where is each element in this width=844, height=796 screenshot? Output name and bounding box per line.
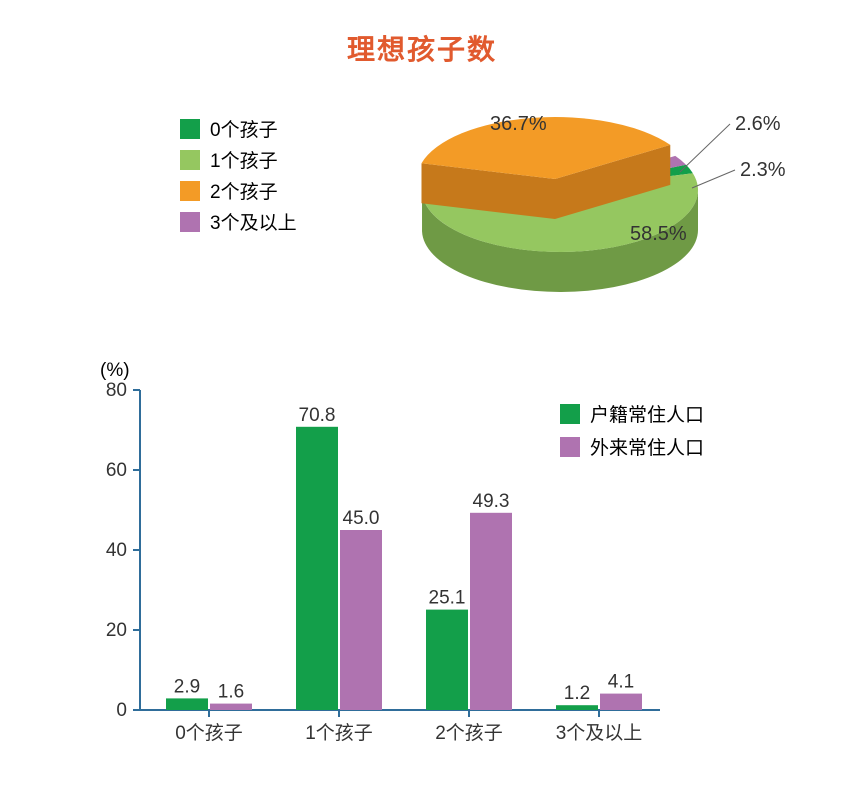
pie-legend-label: 3个及以上 <box>210 208 297 235</box>
bar-legend-item: 外来常住人口 <box>560 433 704 460</box>
pie-legend-item: 1个孩子 <box>180 146 297 173</box>
bar-legend-label: 外来常住人口 <box>590 433 704 460</box>
pie-legend-swatch-2 <box>180 181 200 201</box>
chart-text: 60 <box>106 460 127 481</box>
chart-text: 0 <box>116 700 127 721</box>
pie-legend-label: 0个孩子 <box>210 115 278 142</box>
pie-leader-line <box>692 170 735 188</box>
bar <box>210 704 252 710</box>
pie-legend-item: 3个及以上 <box>180 208 297 235</box>
chart-text: 0个孩子 <box>175 722 243 744</box>
bar <box>470 513 512 710</box>
chart-text: 2个孩子 <box>435 722 503 744</box>
bar-legend-swatch-0 <box>560 404 580 424</box>
bar-legend: 户籍常住人口 外来常住人口 <box>560 400 704 466</box>
chart-text: 45.0 <box>343 508 380 529</box>
pie-slice-label: 2.3% <box>740 159 786 181</box>
pie-legend-swatch-1 <box>180 150 200 170</box>
pie-legend-item: 0个孩子 <box>180 115 297 142</box>
pie-legend-swatch-3 <box>180 212 200 232</box>
bar <box>340 530 382 710</box>
pie-chart: 2.3%58.5%36.7%2.6% <box>380 90 760 310</box>
chart-text: 1.6 <box>218 682 244 703</box>
chart-text: 4.1 <box>608 672 634 693</box>
bar <box>166 698 208 710</box>
chart-text: 40 <box>106 540 127 561</box>
pie-legend-item: 2个孩子 <box>180 177 297 204</box>
bar <box>296 427 338 710</box>
chart-text: 2.9 <box>174 676 200 697</box>
pie-legend-label: 1个孩子 <box>210 146 278 173</box>
pie-slice-label: 58.5% <box>630 223 687 245</box>
pie-slice-label: 36.7% <box>490 113 547 135</box>
pie-legend: 0个孩子 1个孩子 2个孩子 3个及以上 <box>180 115 297 239</box>
y-axis-unit: (%) <box>100 360 130 382</box>
chart-text: 49.3 <box>473 491 510 512</box>
bar <box>556 705 598 710</box>
pie-legend-swatch-0 <box>180 119 200 139</box>
chart-text: 25.1 <box>429 588 466 609</box>
bar-legend-item: 户籍常住人口 <box>560 400 704 427</box>
chart-text: 70.8 <box>299 405 336 426</box>
chart-text: 1个孩子 <box>305 722 373 744</box>
bar <box>426 610 468 710</box>
bar-legend-label: 户籍常住人口 <box>590 400 704 427</box>
pie-slice-label: 2.6% <box>735 113 781 135</box>
bar <box>600 694 642 710</box>
chart-text: 80 <box>106 380 127 401</box>
chart-text: 1.2 <box>564 683 590 704</box>
chart-text: 3个及以上 <box>556 722 643 744</box>
bar-legend-swatch-1 <box>560 437 580 457</box>
pie-legend-label: 2个孩子 <box>210 177 278 204</box>
chart-title: 理想孩子数 <box>0 28 844 68</box>
chart-text: 20 <box>106 620 127 641</box>
pie-leader-line <box>680 124 730 172</box>
pie-chart-svg: 2.3% 58.5% 36.7% 2.6% <box>380 90 800 330</box>
